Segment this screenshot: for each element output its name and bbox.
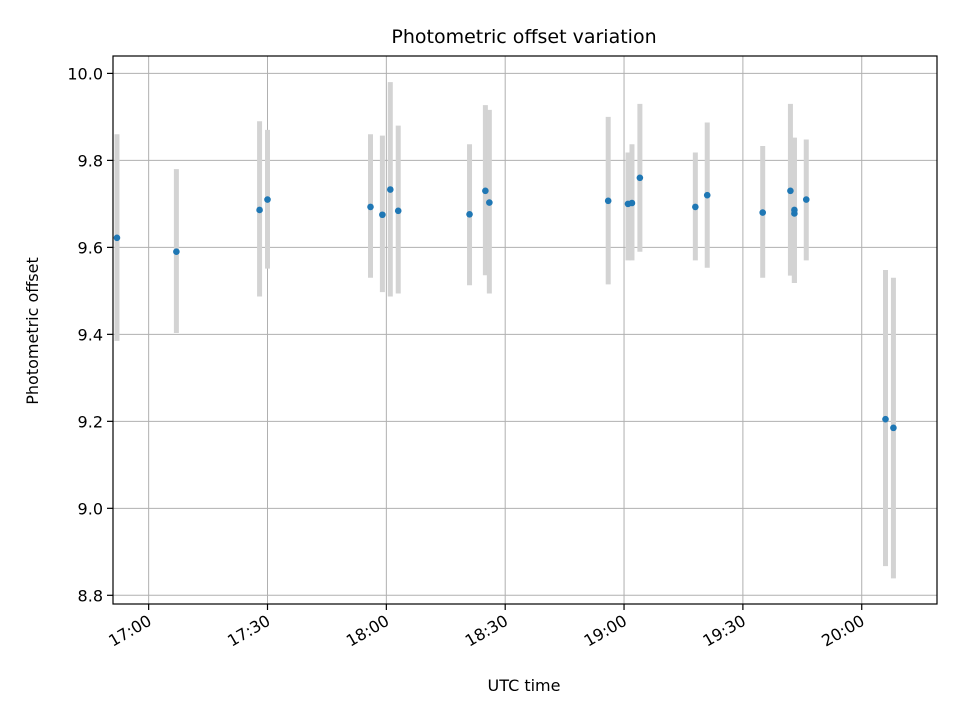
data-point — [604, 197, 612, 205]
data-point — [787, 187, 794, 195]
y-tick-label: 9.0 — [78, 499, 103, 518]
y-axis-label: Photometric offset — [23, 257, 42, 405]
data-point — [791, 206, 798, 214]
chart-title: Photometric offset variation — [391, 26, 656, 48]
data-point — [256, 206, 263, 214]
data-point — [264, 196, 271, 203]
y-tick-label: 10.0 — [67, 64, 103, 83]
y-tick-label: 9.6 — [78, 238, 103, 257]
data-point — [692, 203, 699, 211]
data-point — [703, 191, 711, 199]
y-tick-label: 9.2 — [78, 412, 103, 431]
data-point — [113, 234, 121, 242]
data-point — [466, 211, 473, 218]
data-point — [173, 248, 180, 256]
plot-frame — [112, 55, 938, 605]
data-point — [759, 209, 766, 216]
data-point — [882, 415, 889, 423]
data-point — [379, 211, 386, 219]
x-axis-label: UTC time — [488, 676, 561, 695]
data-point — [486, 199, 493, 206]
y-tick-label: 8.8 — [78, 586, 103, 605]
y-tick-label: 9.4 — [78, 325, 103, 344]
data-points — [113, 174, 897, 432]
data-point — [394, 207, 402, 215]
y-axis-ticks: 8.8 9.0 9.2 9.4 9.6 9.8 10.0 — [67, 64, 113, 605]
data-point — [890, 424, 897, 432]
data-point — [636, 174, 644, 182]
grid — [113, 56, 937, 604]
data-point — [367, 203, 374, 211]
data-point — [387, 186, 394, 193]
y-tick-label: 9.8 — [78, 151, 103, 170]
data-point — [628, 199, 636, 207]
data-point — [482, 187, 489, 195]
data-point — [802, 196, 810, 203]
